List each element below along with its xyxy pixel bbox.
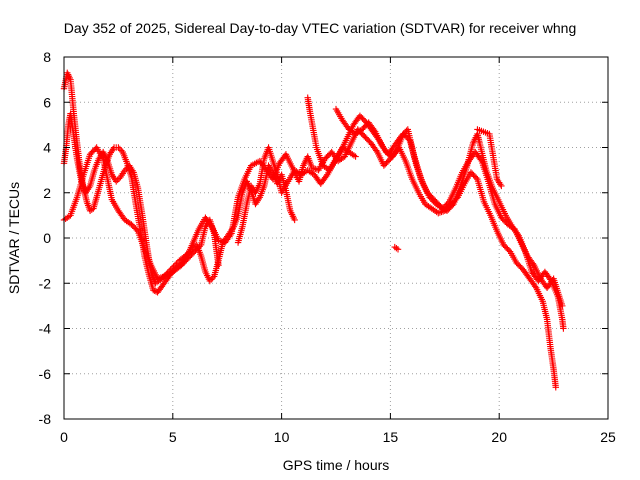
data-point: [150, 286, 157, 294]
y-tick-label: 2: [43, 185, 51, 201]
y-tick-label: -6: [39, 366, 52, 382]
data-point: [514, 231, 521, 238]
data-point: [560, 325, 567, 332]
y-tick-label: 6: [43, 94, 51, 110]
x-tick-label: 20: [491, 429, 507, 445]
y-axis-label: SDTVAR / TECUs: [6, 182, 22, 294]
data-point: [208, 276, 215, 283]
y-tick-label: 8: [43, 49, 51, 65]
data-point: [118, 147, 125, 154]
data-point: [121, 166, 129, 174]
series-trace-e: [332, 105, 567, 332]
x-tick-label: 5: [169, 429, 177, 445]
data-point: [114, 176, 121, 184]
x-tick-label: 10: [274, 429, 290, 445]
y-tick-label: 0: [43, 230, 51, 246]
series-trace-f: [304, 94, 359, 174]
x-tick-label: 15: [383, 429, 399, 445]
y-tick-label: -8: [39, 411, 52, 427]
data-points: [60, 69, 567, 391]
axis-ticks: 0 5 10 15 20 25 -8 -6 -4 -2 0 2 4 6 8: [39, 49, 616, 445]
x-tick-label: 25: [600, 429, 616, 445]
data-point: [116, 145, 124, 153]
data-point: [227, 231, 234, 239]
x-tick-label: 0: [60, 429, 68, 445]
data-point: [291, 216, 298, 224]
data-point: [115, 144, 122, 151]
data-point: [352, 153, 359, 160]
data-point: [531, 283, 539, 290]
data-point: [370, 126, 378, 134]
series-trace-h: [474, 126, 505, 190]
series-trace-g: [391, 243, 402, 253]
series-trace-a: [60, 69, 222, 296]
y-tick-label: -4: [39, 321, 52, 337]
data-point: [373, 147, 380, 154]
data-point: [207, 221, 215, 229]
y-tick-label: 4: [43, 140, 51, 156]
data-point: [547, 276, 554, 283]
data-point: [173, 260, 180, 267]
data-point: [394, 246, 402, 253]
data-point: [448, 202, 456, 209]
series-trace-d: [234, 112, 559, 391]
data-point: [209, 274, 216, 282]
data-point: [133, 226, 140, 234]
data-point: [115, 175, 123, 182]
data-point: [393, 244, 400, 252]
data-point: [552, 384, 559, 391]
y-tick-label: -2: [39, 275, 52, 291]
x-axis-label: GPS time / hours: [283, 457, 390, 473]
chart-title: Day 352 of 2025, Sidereal Day-to-day VTE…: [64, 20, 577, 36]
data-point: [113, 178, 120, 185]
data-point: [498, 182, 505, 190]
data-point: [472, 174, 480, 182]
data-point: [505, 247, 512, 254]
data-point: [171, 261, 179, 269]
data-point: [206, 277, 213, 285]
data-point: [323, 172, 330, 180]
